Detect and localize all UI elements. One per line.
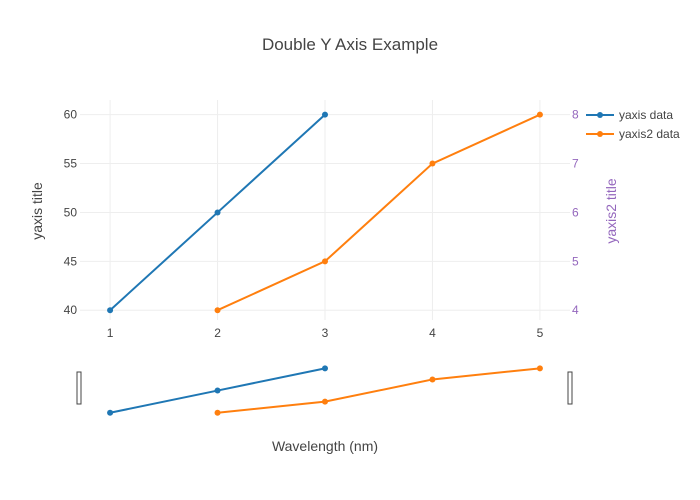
x-tick-label: 1 (107, 326, 114, 340)
y-tick-label: 55 (64, 157, 78, 171)
legend-label: yaxis2 data (619, 127, 680, 141)
y-tick-label: 45 (64, 254, 78, 268)
x-tick-label: 3 (322, 326, 329, 340)
legend-item[interactable]: yaxis2 data (586, 127, 680, 141)
legend-marker (597, 131, 603, 137)
y-tick-label: 40 (64, 303, 78, 317)
series-line (217, 113, 541, 312)
gridlines (80, 100, 570, 320)
x-axis-title: Wavelength (nm) (272, 438, 378, 454)
y2-tick-label: 8 (572, 108, 579, 122)
legend-item[interactable]: yaxis data (586, 108, 673, 122)
data-point (322, 258, 328, 265)
y-axis-title: yaxis title (29, 182, 45, 240)
y2-tick-label: 7 (572, 157, 579, 171)
range-slider-point (429, 376, 436, 383)
data-point (322, 111, 328, 118)
data-point (214, 209, 221, 216)
y-tick-label: 50 (64, 205, 78, 219)
range-slider-left-handle[interactable] (76, 371, 82, 405)
range-slider[interactable] (76, 360, 573, 420)
range-slider-line (217, 367, 541, 414)
x-tick-label: 5 (537, 326, 544, 340)
range-slider-point (214, 409, 221, 416)
x-tick-label: 4 (429, 326, 436, 340)
range-slider-point (107, 409, 114, 416)
data-point (214, 307, 221, 314)
range-slider-point (322, 398, 328, 405)
data-point (536, 111, 543, 118)
y2-axis-title: yaxis2 title (603, 178, 619, 244)
range-slider-point (322, 365, 328, 372)
y2-tick-label: 6 (572, 205, 579, 219)
y-tick-label: 60 (64, 108, 78, 122)
range-slider-right-handle[interactable] (567, 371, 573, 405)
data-point (429, 160, 436, 167)
chart-title: Double Y Axis Example (262, 35, 438, 54)
x-tick-label: 2 (214, 326, 221, 340)
range-slider-point (214, 387, 221, 394)
y2-tick-label: 5 (572, 254, 579, 268)
range-slider-point (536, 365, 543, 372)
legend-label: yaxis data (619, 108, 673, 122)
y2-tick-label: 4 (572, 303, 579, 317)
data-point (107, 307, 114, 314)
plot-series (107, 111, 543, 314)
legend[interactable]: yaxis data yaxis2 data (586, 108, 680, 141)
legend-marker (597, 112, 603, 118)
